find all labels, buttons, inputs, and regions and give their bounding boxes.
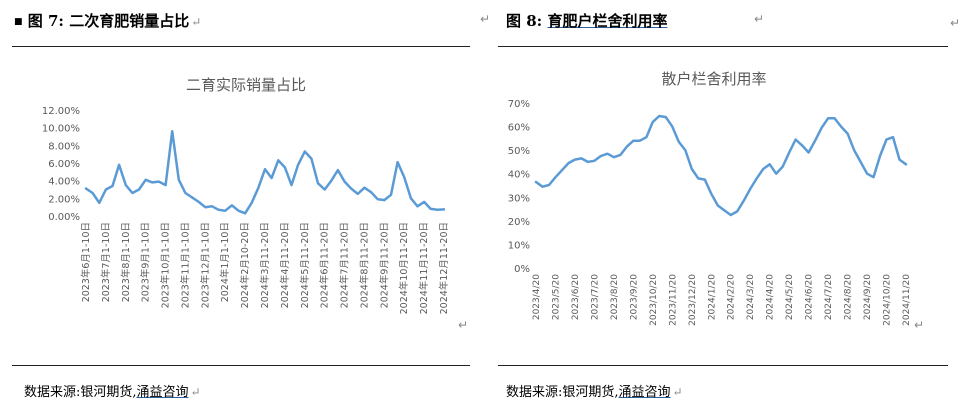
x-tick-label: 2023/5/20 — [551, 274, 561, 320]
series-line — [84, 129, 446, 215]
y-tick-label: 10% — [508, 240, 530, 251]
y-tick-label: 4.00% — [48, 177, 80, 188]
source-link[interactable]: 涌益咨询 — [618, 385, 671, 400]
return-mark-icon: ↵ — [950, 16, 961, 30]
data-source: 数据来源:银河期货,涌益咨询 ↵ — [506, 381, 683, 400]
x-tick-label: 2023/6/20 — [571, 274, 581, 320]
x-tick-label: 2024年7月11-20日 — [339, 222, 351, 308]
figure-7-caption: 二次育肥销量占比 — [69, 12, 190, 30]
x-tick-label: 2024/2/20 — [727, 274, 737, 320]
y-tick-label: 60% — [508, 123, 530, 134]
x-tick-label: 2023/4/20 — [532, 274, 542, 320]
return-mark-icon: ↵ — [458, 318, 469, 332]
x-tick-label: 2023年12月1-10日 — [199, 222, 211, 308]
x-tick-label: 2024年1月1-10日 — [219, 222, 231, 302]
source-rule — [498, 365, 948, 366]
chart-pen-utilization: 散户栏舍利用率 70% 60% 50% 40% 30% 20% 10% 0% 2023/4/2… — [508, 70, 912, 326]
y-tick-label: 6.00% — [48, 159, 80, 170]
x-tick-label: 2024年12月11-20日 — [438, 222, 450, 314]
x-tick-label: 2023年6月1-10日 — [80, 222, 92, 302]
y-tick-label: 20% — [508, 217, 530, 228]
x-tick-label: 2024/10/20 — [883, 274, 893, 326]
y-tick-label: 0% — [514, 264, 530, 275]
x-tick-label: 2024/3/20 — [746, 274, 756, 320]
return-mark-icon: ↵ — [191, 15, 202, 29]
x-tick-label: 2023年8月1-10日 — [120, 222, 132, 302]
x-tick-label: 2023年11月1-10日 — [179, 222, 191, 308]
return-mark-icon: ↵ — [190, 385, 201, 399]
x-tick-label: 2024年11月11-20日 — [418, 222, 430, 314]
x-tick-label: 2024年5月11-20日 — [299, 222, 311, 308]
figure-7-title: ■ 图 7: 二次育肥销量占比 ↵ — [14, 10, 201, 31]
bullet-icon: ■ — [14, 17, 23, 27]
x-tick-label: 2024年8月11-20日 — [358, 222, 370, 308]
x-tick-label: 2024年3月11-20日 — [259, 222, 271, 308]
x-tick-label: 2023年10月1-10日 — [160, 222, 172, 308]
figure-8-panel: ↵ 图 8: 育肥户栏舍利用率 ↵ ↵ 散户栏舍利用率 70% 60% 50% 40%… — [480, 0, 980, 416]
x-tick-label: 2024/9/20 — [863, 274, 873, 320]
y-tick-label: 50% — [508, 146, 530, 157]
x-tick-label: 2024年10月11-20日 — [398, 222, 410, 314]
x-tick-label: 2024/7/20 — [824, 274, 834, 320]
source-prefix: 数据来源:银河期货, — [506, 385, 619, 400]
chart-title: 二育实际销量占比 — [186, 76, 306, 94]
figure-8-title: 图 8: 育肥户栏舍利用率 — [506, 10, 667, 31]
y-tick-label: 8.00% — [48, 141, 80, 152]
source-link[interactable]: 涌益咨询 — [136, 385, 189, 400]
return-mark-icon: ↵ — [480, 12, 491, 26]
y-tick-label: 2.00% — [48, 194, 80, 205]
title-rule — [498, 46, 948, 47]
figure-7-number: 图 7: — [27, 12, 64, 30]
x-tick-label: 2023/12/20 — [688, 274, 698, 326]
y-tick-label: 40% — [508, 170, 530, 181]
figure-8-number: 图 8: — [506, 12, 543, 30]
x-tick-label: 2024/4/20 — [766, 274, 776, 320]
y-tick-label: 30% — [508, 193, 530, 204]
figure-7-panel: ■ 图 7: 二次育肥销量占比 ↵ 二育实际销量占比 12.00% 10.00% 8.… — [0, 0, 478, 416]
x-tick-label: 2023/10/20 — [649, 274, 659, 326]
chart-title: 散户栏舍利用率 — [661, 70, 766, 88]
y-tick-label: 70% — [508, 99, 530, 110]
series-line — [534, 114, 908, 217]
x-tick-label: 2024年4月11-20日 — [279, 222, 291, 308]
source-rule — [12, 365, 470, 366]
return-mark-icon: ↵ — [754, 12, 765, 26]
x-tick-label: 2023/11/20 — [668, 274, 678, 326]
x-tick-label: 2024年6月11-20日 — [319, 222, 331, 308]
figure-8-caption: 育肥户栏舍利用率 — [547, 12, 668, 30]
x-tick-label: 2023年7月1-10日 — [100, 222, 112, 302]
x-tick-label: 2024/6/20 — [805, 274, 815, 320]
x-tick-label: 2024/11/20 — [902, 274, 912, 326]
y-tick-label: 0.00% — [48, 212, 80, 223]
x-tick-label: 2024/5/20 — [785, 274, 795, 320]
return-mark-icon: ↵ — [672, 385, 683, 399]
x-tick-label: 2024/8/20 — [844, 274, 854, 320]
x-tick-label: 2023年9月1-10日 — [140, 222, 152, 302]
x-tick-label: 2024年9月11-20日 — [378, 222, 390, 308]
y-tick-label: 12.00% — [42, 106, 80, 117]
x-tick-label: 2023/7/20 — [590, 274, 600, 320]
x-tick-label: 2024年2月10-20日 — [239, 222, 251, 308]
x-tick-label: 2024/1/20 — [707, 274, 717, 320]
chart-secondary-fattening-share: 二育实际销量占比 12.00% 10.00% 8.00% 6.00% 4.00% 2.00… — [42, 76, 450, 314]
x-tick-label: 2023/9/20 — [629, 274, 639, 320]
source-prefix: 数据来源:银河期货, — [24, 385, 137, 400]
data-source: 数据来源:银河期货,涌益咨询 ↵ — [24, 381, 201, 400]
y-tick-label: 10.00% — [42, 124, 80, 135]
title-rule — [12, 46, 470, 47]
return-mark-icon: ↵ — [914, 318, 925, 332]
x-tick-label: 2023/8/20 — [610, 274, 620, 320]
